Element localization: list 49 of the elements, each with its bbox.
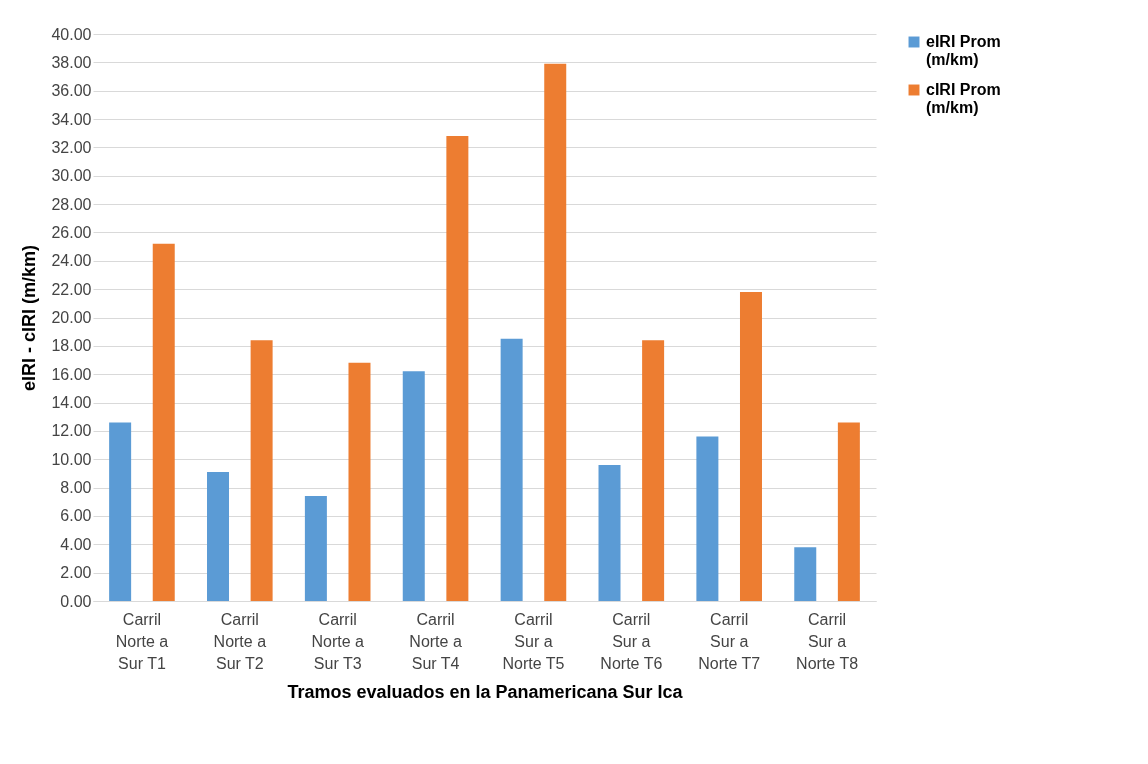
y-tick-label: 30.00 [51,167,92,185]
y-axis-title: eIRI - cIRI (m/km) [19,244,40,392]
y-tick-label: 2.00 [60,564,92,582]
y-tick-label: 34.00 [51,110,92,128]
y-tick-label: 40.00 [51,25,92,43]
x-tick-label: Carril Norte a Sur T1 [115,610,169,672]
bar [402,371,425,601]
legend-label: eIRI Prom (m/km) [926,33,1001,68]
y-tick-label: 0.00 [60,592,92,610]
x-tick-label: Carril Sur a Norte T7 [698,610,761,672]
y-tick-label: 36.00 [51,82,92,100]
x-tick-label: Carril Norte a Sur T2 [213,610,267,672]
y-tick-label: 8.00 [60,479,92,497]
bar [500,338,523,601]
x-tick-label: Carril Sur a Norte T5 [502,610,565,672]
y-tick-label: 10.00 [51,450,92,468]
bar [446,136,469,601]
bar [152,243,175,601]
y-tick-label: 18.00 [51,337,92,355]
x-tick-label: Carril Sur a Norte T6 [600,610,663,672]
bar [207,472,230,601]
y-tick-label: 4.00 [60,535,92,553]
bar [696,436,719,601]
y-tick-label: 28.00 [51,195,92,213]
y-tick-label: 32.00 [51,138,92,156]
y-tick-label: 14.00 [51,394,92,412]
y-tick-label: 12.00 [51,422,92,440]
bar [598,464,621,601]
y-tick-label: 24.00 [51,252,92,270]
y-tick-label: 16.00 [51,365,92,383]
bar [250,340,273,601]
y-tick-label: 6.00 [60,507,92,525]
bar [109,422,132,601]
x-tick-label: Carril Norte a Sur T3 [311,610,365,672]
y-tick-label: 20.00 [51,309,92,326]
bar [739,291,762,601]
bar [348,362,371,601]
y-tick-label: 38.00 [51,53,92,71]
bar [304,496,327,601]
x-tick-label: Carril Sur a Norte T8 [796,610,859,672]
bar [544,63,567,601]
y-tick-label: 22.00 [51,280,92,298]
x-tick-label: Carril Norte a Sur T4 [409,610,462,672]
legend-label: cIRI Prom (m/km) [926,81,1001,116]
bar [794,547,817,601]
bar [642,340,665,601]
y-tick-label: 26.00 [51,223,92,241]
x-axis-title: Tramos evaluados en la Panamericana Sur Ica [287,681,684,702]
bar [837,422,860,601]
